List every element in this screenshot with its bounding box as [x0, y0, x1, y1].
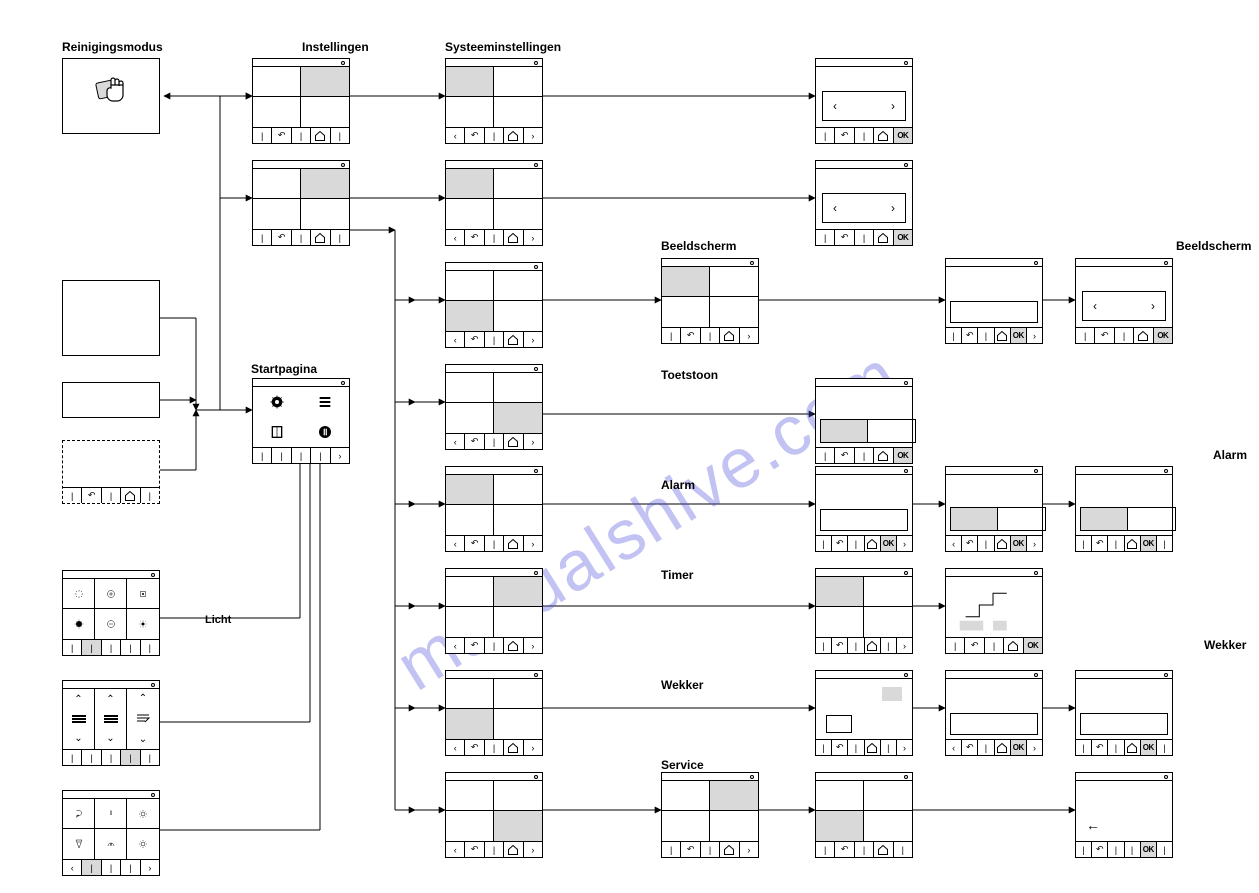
label-licht: Licht	[205, 614, 231, 626]
panel-r2_alarm: ‹↶|OK›	[945, 466, 1043, 552]
panel-sys1: ‹↶|›	[445, 58, 543, 144]
panel-sys6: ‹↶|›	[445, 568, 543, 654]
label-timer: Timer	[661, 568, 693, 582]
label-toets: Toetstoon	[661, 368, 718, 382]
panel-r3_svc: ←|↶||OK|	[1075, 772, 1173, 858]
panel-r2_timer: |↶|OK	[945, 568, 1043, 654]
panel-r2_wek: ‹↶|OK›	[945, 670, 1043, 756]
label-instell: Instellingen	[302, 40, 369, 54]
panel-licht2: ⌃⌄⌃⌄⌃⌄|||||	[62, 680, 160, 766]
panel-mid_g: |↶||›	[815, 670, 913, 756]
panel-sys5: ‹↶|›	[445, 466, 543, 552]
label-wekker1: Wekker	[661, 678, 703, 692]
label-beeld1: Beeldscherm	[661, 239, 736, 253]
label-wekker2: Wekker	[1204, 638, 1246, 652]
panel-sys2: ‹↶|›	[445, 160, 543, 246]
label-start: Startpagina	[251, 362, 317, 376]
label-beeld2: Beeldscherm	[1176, 239, 1251, 253]
panel-reinig	[62, 58, 160, 134]
panel-sys8: ‹↶|›	[445, 772, 543, 858]
panel-blank3: |↶||	[62, 440, 160, 504]
panel-licht3: ‹|||›	[62, 790, 160, 876]
panel-mid_e: |↶|OK›	[815, 466, 913, 552]
label-reinig: Reinigingsmodus	[62, 40, 163, 54]
panel-inst1: |↶||	[252, 58, 350, 144]
panel-startp: ||||›	[252, 378, 350, 464]
panel-r2_a: |↶|OK›	[945, 258, 1043, 344]
panel-r3_alarm: |↶|OK|	[1075, 466, 1173, 552]
panel-r3_wek: |↶|OK|	[1075, 670, 1173, 756]
panel-licht1: |||||	[62, 570, 160, 656]
arrows-layer	[0, 0, 1259, 893]
panel-sys7: ‹↶|›	[445, 670, 543, 756]
label-alarm2: Alarm	[1213, 448, 1247, 462]
panel-mid_h: |↶|›	[661, 772, 759, 858]
panel-mid_b: ‹›|↶|OK	[815, 160, 913, 246]
label-service: Service	[661, 758, 704, 772]
diagram-stage: manualshive.com ReinigingsmodusInstellin…	[0, 0, 1259, 893]
panel-mid_a: ‹›|↶|OK	[815, 58, 913, 144]
panel-mid_d: |↶|OK	[815, 378, 913, 464]
panel-mid_f: |↶||›	[815, 568, 913, 654]
panel-blank2	[62, 382, 160, 418]
panel-mid_c: |↶|›	[661, 258, 759, 344]
panel-mid_i: |↶||	[815, 772, 913, 858]
panel-sys4: ‹↶|›	[445, 364, 543, 450]
panel-inst2: |↶||	[252, 160, 350, 246]
panel-r3_beeld: ‹›|↶|OK	[1075, 258, 1173, 344]
label-alarm1: Alarm	[661, 478, 695, 492]
panel-blank1	[62, 280, 160, 356]
panel-sys3: ‹↶|›	[445, 262, 543, 348]
label-sys: Systeeminstellingen	[445, 40, 561, 54]
